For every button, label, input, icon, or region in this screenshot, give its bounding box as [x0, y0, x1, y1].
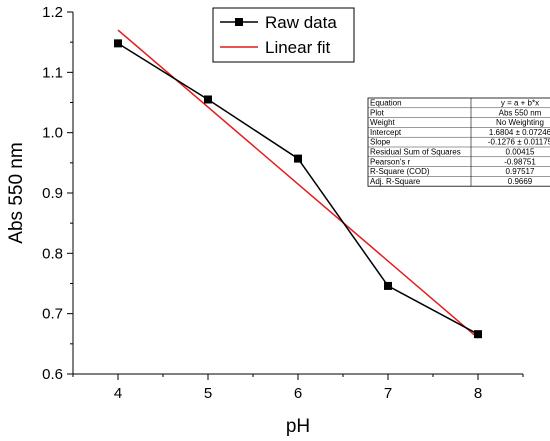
legend-raw-marker [235, 18, 243, 26]
stats-value: Abs 550 nm [499, 108, 542, 117]
legend-box [212, 7, 355, 63]
y-tick-label: 0.9 [42, 185, 63, 202]
stats-key: R-Square (COD) [370, 167, 430, 176]
stats-value: 0.97517 [506, 167, 535, 176]
y-tick-label: 1.1 [42, 64, 63, 81]
raw-data-point [474, 330, 482, 339]
stats-key: Weight [370, 118, 396, 127]
stats-value: -0.98751 [504, 157, 536, 166]
stats-value: -0.1276 ± 0.01175 [488, 138, 550, 147]
y-tick-label: 1.2 [42, 4, 63, 21]
x-tick-label: 5 [204, 385, 212, 402]
raw-data-point [114, 39, 122, 48]
raw-data-point [294, 154, 302, 163]
stats-key: Pearson's r [370, 157, 411, 166]
legend: Raw data Linear fit [212, 7, 355, 63]
stats-key: Slope [370, 138, 391, 147]
y-tick-label: 0.6 [42, 366, 63, 383]
y-tick-label: 1.0 [42, 125, 63, 142]
stats-key: Residual Sum of Squares [370, 148, 461, 157]
x-tick-label: 4 [114, 385, 122, 402]
stats-table-frame [367, 97, 550, 187]
x-tick-label: 6 [294, 385, 302, 402]
stats-value: 0.00415 [506, 148, 535, 157]
stats-value: No Weighting [496, 118, 544, 127]
y-tick-label: 0.7 [42, 306, 63, 323]
stats-value: y = a + b*x [501, 99, 539, 108]
x-axis-title: pH [286, 416, 310, 437]
y-axis-title: Abs 550 nm [6, 142, 27, 243]
x-tick-label: 7 [384, 385, 392, 402]
stats-key: Adj. R-Square [370, 177, 421, 186]
y-tick-label: 0.8 [42, 245, 63, 262]
stats-key: Equation [370, 99, 402, 108]
stats-key: Plot [370, 108, 385, 117]
x-tick-label: 8 [474, 385, 482, 402]
raw-data-line [117, 42, 479, 335]
tick-labels: 4 5 6 7 8 0.6 0.7 0.8 0.9 1.0 1.1 1.2 [42, 4, 482, 402]
legend-raw-label: Raw data [265, 13, 337, 32]
tick-marks [67, 11, 524, 380]
raw-data-point [204, 95, 212, 104]
raw-data-point [384, 281, 392, 290]
fit-stats-table: Equation y = a + b*x Plot Abs 550 nm Weight N… [367, 97, 550, 187]
series-layer [114, 29, 482, 339]
legend-fit-label: Linear fit [265, 38, 330, 57]
stats-value: 1.6804 ± 0.07246 [489, 128, 550, 137]
stats-key: Intercept [370, 128, 402, 137]
stats-value: 0.9669 [508, 177, 533, 186]
